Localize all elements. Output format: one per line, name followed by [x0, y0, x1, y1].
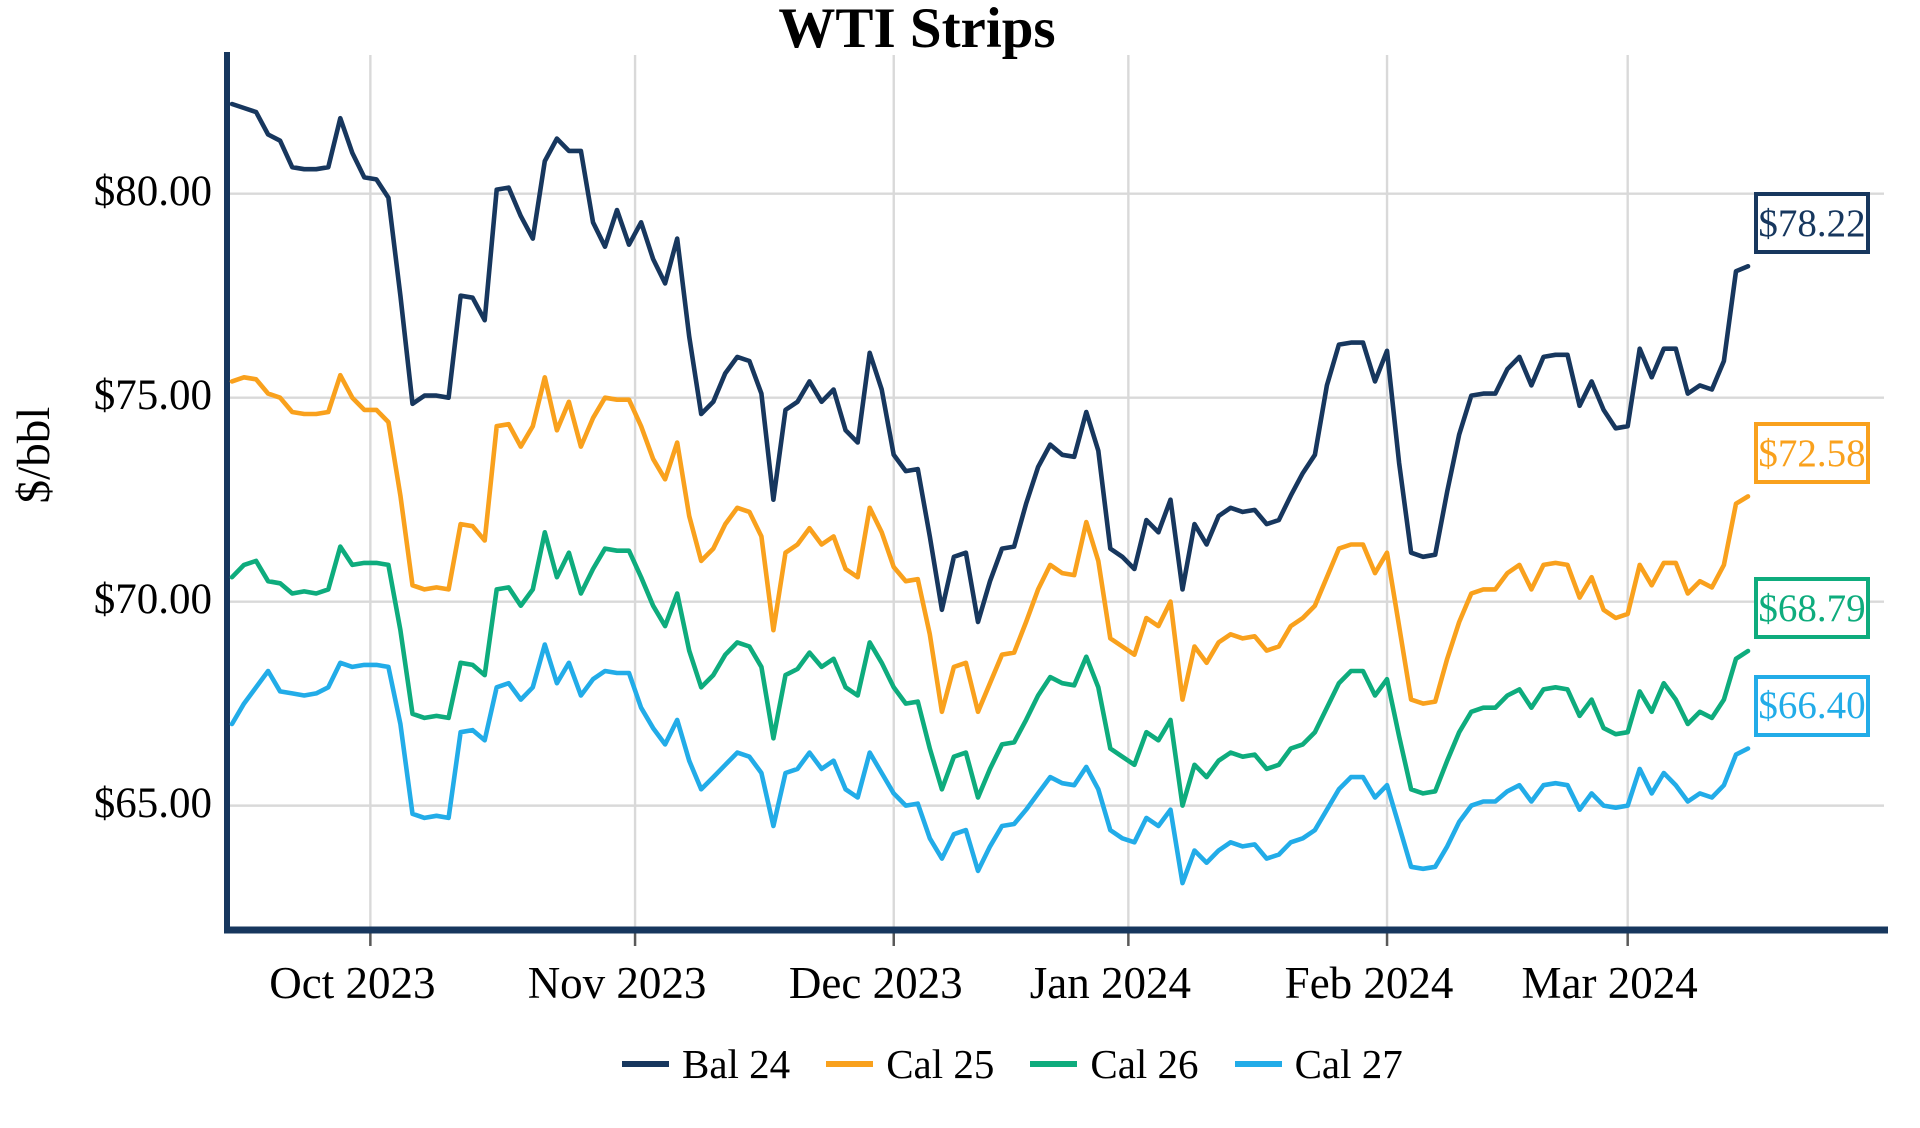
legend-swatch-cal-26-icon — [1030, 1061, 1078, 1067]
end-label-cal-27: $66.40 — [1754, 674, 1870, 737]
legend-item-cal-27: Cal 27 — [1234, 1040, 1403, 1087]
series-line-cal-26 — [229, 529, 1751, 808]
x-tick-label-oct-2023: Oct 2023 — [269, 958, 436, 1008]
legend-swatch-bal-24-icon — [622, 1061, 669, 1067]
y-tick-label: $65.00 — [93, 779, 212, 827]
legend-item-cal-25: Cal 25 — [826, 1040, 995, 1087]
legend-swatch-cal-27-icon — [1234, 1061, 1282, 1067]
x-tick-label-mar-2024: Mar 2024 — [1521, 958, 1698, 1008]
chart-title: WTI Strips — [778, 0, 1056, 60]
series-line-cal-25 — [229, 372, 1751, 715]
x-tick-label-dec-2023: Dec 2023 — [788, 958, 963, 1008]
legend-label-cal-26: Cal 26 — [1090, 1040, 1199, 1087]
x-tick-label-nov-2023: Nov 2023 — [527, 958, 707, 1008]
legend-label-bal-24: Bal 24 — [682, 1040, 791, 1087]
series-line-bal-24 — [229, 101, 1751, 625]
chart-legend: Bal 24 Cal 25 Cal 26 Cal 27 — [622, 1036, 1403, 1092]
legend-label-cal-25: Cal 25 — [886, 1040, 995, 1087]
y-tick-label: $70.00 — [93, 575, 212, 623]
legend-item-cal-26: Cal 26 — [1030, 1040, 1199, 1087]
x-tick-label-jan-2024: Jan 2024 — [1029, 958, 1191, 1008]
end-label-bal-24: $78.22 — [1754, 192, 1870, 255]
legend-item-bal-24: Bal 24 — [622, 1040, 791, 1087]
legend-label-cal-27: Cal 27 — [1294, 1040, 1403, 1087]
end-label-cal-25: $72.58 — [1754, 422, 1870, 485]
series-line-cal-27 — [229, 642, 1751, 886]
end-label-cal-26: $68.79 — [1754, 577, 1870, 639]
y-tick-label: $80.00 — [93, 167, 212, 215]
y-tick-label: $75.00 — [93, 371, 212, 419]
legend-swatch-cal-25-icon — [826, 1061, 874, 1067]
x-tick-label-feb-2024: Feb 2024 — [1284, 958, 1454, 1008]
